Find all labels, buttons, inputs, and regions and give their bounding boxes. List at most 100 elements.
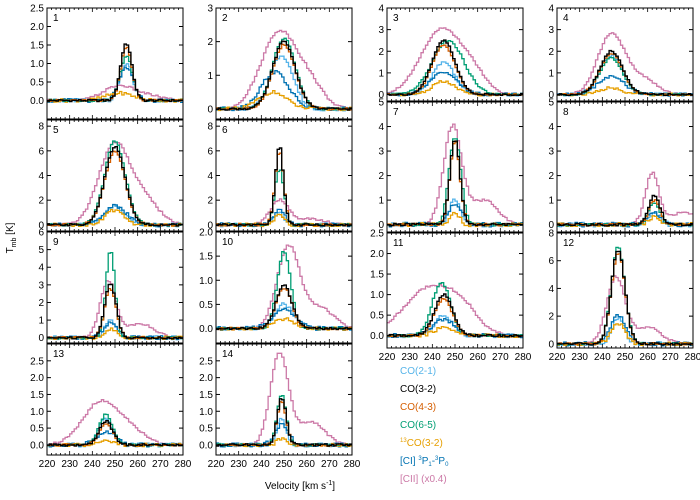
- legend-13co32-text: CO(3-2): [407, 438, 443, 449]
- y-tick-label: 0.5: [30, 78, 44, 89]
- x-tick-label: 220: [549, 352, 566, 363]
- series--cii-x0-4-: [557, 275, 693, 346]
- x-tick-label: 240: [594, 352, 611, 363]
- x-tick-label: 280: [515, 352, 532, 363]
- x-axis-label: Velocity [km s-1]: [265, 480, 335, 492]
- x-tick-label: 230: [230, 459, 247, 470]
- panel-label: 12: [563, 238, 575, 249]
- y-tick-label: 3: [378, 147, 384, 158]
- y-tick-label: 2.5: [30, 356, 44, 367]
- y-tick-label: 2: [548, 312, 554, 323]
- y-tick-label: 1: [207, 71, 213, 82]
- legend-13co32-sup: 13: [400, 438, 407, 444]
- panel-label: 2: [222, 13, 228, 24]
- panel-13: 0.0 0.5 1.0 1.5 2.0 2.5 220 230 240 250 260 270 280 1…: [30, 343, 192, 470]
- series-co-2-1-: [216, 302, 352, 332]
- y-tick-label: 2: [38, 196, 44, 207]
- y-tick-label: 2.0: [199, 373, 213, 384]
- x-tick-label: 280: [175, 459, 192, 470]
- y-tick-label: 4: [378, 122, 384, 133]
- y-tick-label: 0.5: [199, 424, 213, 435]
- y-tick-label: 1.5: [30, 41, 44, 52]
- y-tick-label: 4: [207, 171, 213, 182]
- legend: CO(2-1) CO(3-2) CO(4-3) CO(6-5) 13CO(3-2…: [400, 366, 449, 485]
- panel-label: 3: [393, 13, 399, 24]
- legend-co32: CO(3-2): [400, 384, 436, 395]
- panel-series: [47, 399, 183, 448]
- y-tick-label: 4: [548, 4, 554, 15]
- y-tick-label: 6: [207, 146, 213, 157]
- series-co-3-2-: [557, 49, 693, 97]
- legend-co21: CO(2-1): [400, 366, 436, 377]
- panel-series: [387, 27, 523, 97]
- x-tick-label: 250: [617, 352, 634, 363]
- panel-series: [387, 123, 523, 228]
- y-axis-label-sub: mb: [11, 237, 18, 247]
- y-tick-label: 6: [38, 146, 44, 157]
- y-tick-label: 8: [548, 229, 554, 240]
- y-tick-label: 3: [548, 25, 554, 36]
- y-tick-label: 5: [378, 98, 384, 109]
- y-tick-label: 8: [38, 122, 44, 133]
- y-tick-label: 2: [38, 298, 44, 309]
- x-tick-label: 270: [492, 352, 509, 363]
- y-tick-label: 0: [207, 104, 213, 115]
- panel-series: [557, 246, 693, 347]
- y-tick-label: 1.0: [30, 59, 44, 70]
- legend-ci-sup2: 3: [435, 456, 439, 462]
- panel-7: 0 1 2 3 4 57: [378, 98, 524, 233]
- legend-ci-dash: -: [432, 456, 435, 467]
- y-tick-label: 2.5: [199, 356, 213, 367]
- series-co-3-2-: [387, 293, 523, 338]
- panel-14: 0.0 0.5 1.0 1.5 2.0 2.5 220 230 240 250 260 270 280 1…: [199, 343, 361, 470]
- y-tick-label: 1.5: [30, 390, 44, 401]
- legend-co65: CO(6-5): [400, 420, 436, 431]
- panel-1: 0.0 0.5 1.0 1.5 2.0 2.5 1: [30, 4, 184, 120]
- series--cii-x0-4-: [557, 171, 693, 227]
- x-tick-label: 260: [298, 459, 315, 470]
- panel-series: [216, 147, 352, 228]
- y-tick-label: 6: [548, 256, 554, 267]
- x-axis-label-main: Velocity [km s: [265, 481, 326, 492]
- series--cii-x0-4-: [216, 244, 352, 330]
- y-axis-label-main: T: [5, 247, 16, 253]
- series-co-3-2-: [47, 146, 183, 227]
- y-tick-label: 8: [207, 122, 213, 133]
- y-tick-label: 0.5: [199, 300, 213, 311]
- legend-ci-p1: P: [422, 456, 429, 467]
- x-tick-label: 240: [253, 459, 270, 470]
- x-tick-label: 220: [208, 459, 225, 470]
- panel-9: 0 1 2 3 4 5 69: [38, 228, 184, 344]
- x-tick-label: 250: [447, 352, 464, 363]
- y-tick-label: 5: [548, 98, 554, 109]
- panel-11: 0.0 0.5 1.0 1.5 2.0 2.5 220 230 240 250 260 270 280 1…: [370, 229, 532, 364]
- y-tick-label: 1.0: [199, 276, 213, 287]
- panel-label: 6: [222, 125, 228, 136]
- series-co-3-2-: [387, 140, 523, 227]
- y-tick-label: 1: [548, 196, 554, 207]
- y-tick-label: 0.5: [30, 424, 44, 435]
- y-tick-label: 1.5: [370, 270, 384, 281]
- series-co-3-2-: [216, 147, 352, 227]
- panel-12: 0 2 4 6 8 220 230 240 250 260 270 280 12: [548, 229, 700, 364]
- x-tick-label: 240: [84, 459, 101, 470]
- x-tick-label: 260: [639, 352, 656, 363]
- panel-5: 0 2 4 6 8 5: [38, 119, 184, 232]
- y-tick-label: 1.0: [370, 290, 384, 301]
- series-co-3-2-: [47, 43, 183, 103]
- panel-label: 7: [393, 107, 399, 118]
- x-axis-label-close: ]: [332, 481, 335, 492]
- y-tick-label: 0.0: [370, 331, 384, 342]
- panel-8: 0 1 2 3 4 58: [548, 98, 694, 233]
- y-tick-label: 2: [548, 171, 554, 182]
- series-co-2-1-: [216, 55, 352, 112]
- y-tick-label: 0: [548, 339, 554, 350]
- y-tick-label: 2.0: [30, 373, 44, 384]
- y-tick-label: 4: [38, 171, 44, 182]
- y-tick-label: 2.0: [370, 249, 384, 260]
- panel-label: 8: [563, 107, 569, 118]
- y-tick-label: 0: [38, 333, 44, 344]
- y-axis-label-unit: [K]: [5, 222, 16, 237]
